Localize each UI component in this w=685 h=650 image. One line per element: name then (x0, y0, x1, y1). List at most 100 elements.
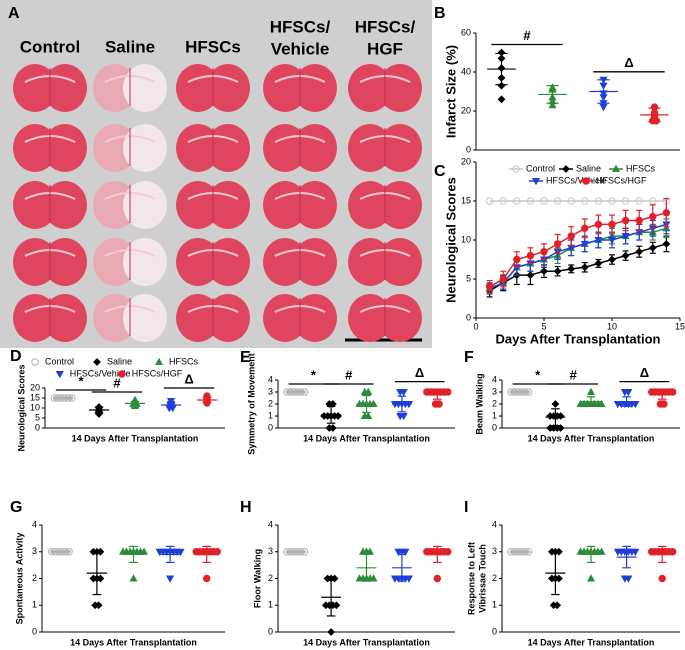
significance-label: # (523, 28, 531, 43)
x-tick-label: 15 (675, 321, 685, 331)
y-tick-label: 4 (492, 519, 497, 529)
error-bar (326, 577, 336, 617)
error-bar (202, 397, 212, 403)
marker (599, 104, 608, 112)
marker (31, 358, 39, 366)
significance-label: Δ (640, 365, 649, 380)
legend-label: HFSCs/HGF (132, 368, 183, 378)
marker (327, 628, 336, 636)
marker (364, 411, 373, 420)
y-axis-label: Neurological Scores (16, 364, 26, 451)
marker (607, 236, 617, 245)
marker (608, 220, 616, 229)
y-tick-label: 20 (30, 382, 40, 392)
marker (531, 177, 541, 186)
marker (594, 259, 603, 268)
marker (401, 548, 410, 556)
marker (499, 197, 507, 205)
marker (669, 388, 677, 396)
error-bar (657, 545, 667, 564)
x-tick-label: 5 (541, 321, 546, 331)
y-tick-label: 2 (268, 398, 273, 408)
marker (433, 574, 441, 583)
y-tick-label: 20 (461, 156, 471, 166)
y-tick-label: 2 (268, 573, 273, 583)
error-bar (551, 551, 560, 596)
y-tick-label: 15 (461, 195, 471, 205)
marker (669, 548, 677, 556)
marker (553, 601, 562, 610)
marker (444, 548, 452, 556)
significance-label: * (535, 367, 541, 382)
marker (567, 197, 575, 205)
marker (608, 255, 616, 264)
marker (660, 400, 668, 408)
y-tick-label: 0 (466, 312, 471, 322)
error-bar (94, 406, 104, 414)
error-bar (130, 400, 140, 406)
y-tick-label: 2 (492, 573, 497, 583)
marker (213, 548, 221, 556)
error-bar (362, 553, 371, 582)
column-label: Control (20, 37, 80, 56)
y-tick-label: 0 (492, 626, 497, 636)
error-bar (433, 389, 442, 400)
y-tick-label: 1 (268, 600, 273, 610)
marker (513, 255, 521, 264)
significance-label: Δ (415, 365, 424, 380)
marker (621, 233, 630, 241)
error-bar (622, 545, 631, 569)
marker (611, 164, 621, 173)
error-bar (586, 545, 596, 564)
marker (594, 220, 603, 229)
x-axis-label: 14 Days After Transplantation (528, 433, 655, 443)
error-bar (397, 395, 407, 413)
legend-label: HFSCs/Vehicle (70, 368, 131, 378)
error-bar (92, 551, 102, 596)
error-bar (433, 545, 442, 564)
marker (662, 209, 671, 217)
panel-a-background (0, 0, 432, 348)
legend-label: Saline (576, 163, 601, 173)
marker (567, 232, 575, 240)
error-bar (166, 402, 176, 408)
legend-label: Control (45, 356, 74, 366)
y-tick-label: 40 (461, 66, 471, 76)
legend-label: HFSCs (626, 163, 655, 173)
y-tick-label: 4 (492, 374, 497, 384)
legend-label: Control (526, 163, 555, 173)
marker (631, 548, 640, 556)
x-axis-label: Days After Transplantation (496, 331, 661, 346)
column-label: HFSCs/ (355, 17, 416, 36)
panel-label: B (434, 5, 446, 22)
y-tick-label: 5 (466, 273, 471, 283)
y-tick-label: 0 (32, 626, 37, 636)
y-axis-label: Infarct Size (%) (443, 45, 458, 138)
panel-label: C (434, 163, 446, 180)
marker (485, 197, 494, 205)
y-tick-label: 0 (268, 422, 273, 432)
y-tick-label: 5 (35, 412, 40, 422)
error-bar (586, 396, 596, 407)
legend-label: HFSCs (169, 356, 198, 366)
significance-label: # (345, 367, 353, 382)
marker (582, 177, 590, 185)
marker (444, 388, 452, 396)
marker (203, 574, 211, 583)
y-tick-label: 0 (492, 422, 497, 432)
x-tick-label: 0 (473, 321, 478, 331)
marker (608, 197, 616, 205)
marker (624, 575, 633, 583)
x-axis-label: 14 Days After Transplantation (303, 433, 430, 443)
y-tick-label: 15 (30, 392, 40, 402)
y-tick-label: 10 (30, 402, 40, 412)
marker (540, 197, 548, 205)
error-bar (326, 405, 336, 424)
x-axis-label: 14 Days After Transplantation (528, 637, 655, 647)
error-bar (657, 389, 667, 400)
column-label: HFSCs (185, 37, 241, 56)
error-bar (648, 107, 661, 123)
y-tick-label: 4 (32, 519, 37, 529)
error-bar (165, 545, 175, 564)
panel-label: D (10, 348, 22, 365)
